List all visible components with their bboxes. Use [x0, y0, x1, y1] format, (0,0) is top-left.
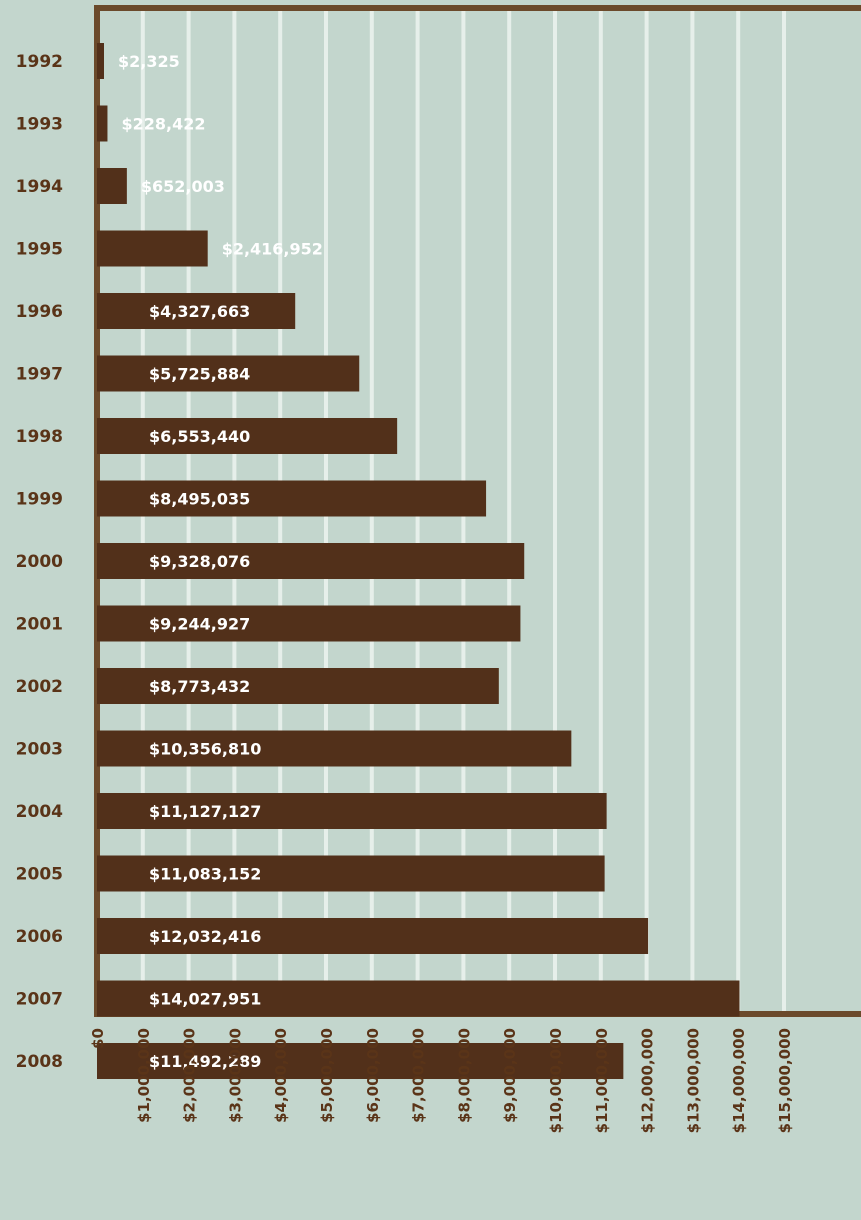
x-tick-label: $2,000,000: [181, 1028, 199, 1123]
year-label: 2003: [16, 740, 63, 760]
bar: [97, 605, 521, 642]
x-tick-label: $7,000,000: [410, 1028, 428, 1123]
bar-value-label: $4,327,663: [149, 302, 250, 321]
bar-value-label: $11,127,127: [149, 802, 261, 821]
year-label: 1997: [16, 365, 63, 385]
year-label: 1992: [16, 52, 63, 72]
x-tick-label: $4,000,000: [272, 1028, 290, 1123]
bar-value-label: $652,003: [141, 177, 225, 196]
year-label: 2001: [16, 615, 63, 635]
x-tick-label: $6,000,000: [364, 1028, 382, 1123]
bar-value-label: $2,416,952: [222, 240, 323, 259]
x-tick-label: $9,000,000: [501, 1028, 519, 1123]
bar-value-label: $6,553,440: [149, 427, 250, 446]
bar: [97, 230, 208, 267]
year-label: 2002: [16, 677, 63, 697]
bar: [97, 105, 108, 142]
x-tick-label: $10,000,000: [547, 1028, 565, 1133]
year-label: 1994: [16, 177, 63, 197]
bar: [97, 418, 398, 454]
bar-value-label: $14,027,951: [149, 990, 261, 1009]
year-label: 2004: [16, 802, 63, 822]
bar-value-label: $228,422: [121, 115, 205, 134]
bar-value-label: $12,032,416: [149, 927, 261, 946]
bar: [97, 543, 525, 579]
year-label: 2007: [16, 990, 63, 1010]
bar: [97, 168, 127, 204]
bar-value-label: $11,492,289: [149, 1052, 261, 1071]
year-label: 2005: [16, 865, 63, 885]
bar: [97, 668, 499, 704]
x-tick-label: $5,000,000: [318, 1028, 336, 1123]
year-label: 2006: [16, 927, 63, 947]
bar: [97, 43, 104, 79]
bar-value-label: $9,244,927: [149, 615, 250, 634]
x-tick-label: $13,000,000: [684, 1028, 702, 1133]
x-tick-label: $14,000,000: [730, 1028, 748, 1133]
bar: [97, 855, 605, 892]
bar-value-label: $8,495,035: [149, 490, 250, 509]
x-tick-label: $1,000,000: [135, 1028, 153, 1123]
year-label: 1996: [16, 302, 63, 322]
bar-value-label: $9,328,076: [149, 552, 250, 571]
x-tick-label: $15,000,000: [776, 1028, 794, 1133]
year-label: 2008: [16, 1052, 63, 1072]
x-tick-label: $3,000,000: [226, 1028, 244, 1123]
bar: [97, 480, 487, 517]
bar-value-label: $5,725,884: [149, 365, 250, 384]
year-label: 1999: [16, 490, 63, 510]
bar-value-label: $2,325: [118, 52, 180, 71]
bar: [97, 918, 649, 954]
bar: [97, 355, 360, 392]
year-label: 1998: [16, 427, 63, 447]
bar: [97, 980, 740, 1017]
x-tick-label: $0: [89, 1028, 107, 1049]
bar-value-label: $8,773,432: [149, 677, 250, 696]
year-label: 1993: [16, 115, 63, 135]
x-tick-label: $8,000,000: [455, 1028, 473, 1123]
year-label: 1995: [16, 240, 63, 260]
x-tick-label: $11,000,000: [593, 1028, 611, 1133]
bar: [97, 793, 607, 829]
bar: [97, 1043, 624, 1079]
bar: [97, 730, 572, 767]
x-tick-label: $12,000,000: [639, 1028, 657, 1133]
bar-value-label: $11,083,152: [149, 865, 261, 884]
bar-value-label: $10,356,810: [149, 740, 261, 759]
year-label: 2000: [16, 552, 63, 572]
bar: [97, 293, 296, 329]
